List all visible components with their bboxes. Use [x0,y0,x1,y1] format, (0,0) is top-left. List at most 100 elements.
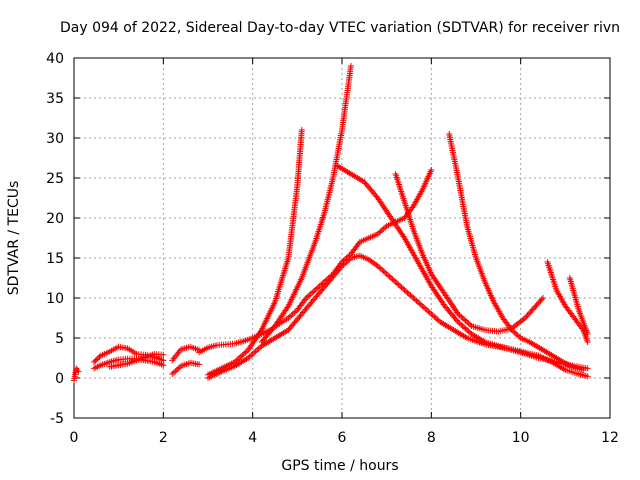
series-s7 [196,167,435,356]
data-point [246,353,253,360]
data-point [92,357,99,364]
data-point [453,317,460,324]
data-point [234,356,241,363]
data-point [169,371,176,377]
data-point [508,327,515,333]
data-point [464,319,471,325]
data-point [420,304,427,311]
data-point [285,315,292,321]
data-point [428,167,435,173]
data-point [382,269,389,276]
data-point [385,272,392,279]
data-point [408,293,415,300]
data-point [93,356,100,363]
x-axis-label: GPS time / hours [281,458,398,474]
data-point [291,309,298,316]
data-point [584,373,591,380]
y-tick-label: 20 [46,211,64,227]
data-point [176,364,183,371]
data-point [240,351,247,357]
data-point [377,228,384,235]
data-point [423,307,430,313]
data-point [298,127,305,133]
data-point [379,267,386,273]
data-point [172,368,179,375]
data-point [249,351,256,357]
series-s9 [205,127,305,378]
data-point [347,63,354,69]
data-point [456,320,463,327]
data-point [525,310,532,317]
data-point [419,303,426,309]
y-tick-label: 15 [46,251,64,267]
data-point [313,285,320,292]
data-point [417,301,424,308]
data-point [464,327,471,333]
data-point [376,264,383,271]
data-point [455,311,462,317]
data-point [173,367,180,373]
chart-title: Day 094 of 2022, Sidereal Day-to-day VTE… [60,20,620,36]
series-s5 [169,343,203,364]
data-point [255,345,262,352]
data-point [337,264,344,271]
y-tick-label: 40 [46,51,64,67]
data-point [392,279,399,285]
data-point [341,260,348,267]
series-s4 [106,351,167,370]
y-tick-label: -5 [50,411,64,427]
data-point [426,309,433,316]
data-point [292,308,299,315]
data-point [422,305,429,312]
data-point [398,284,405,291]
data-point [467,321,474,328]
data-point [397,283,404,289]
data-point [458,321,465,328]
data-point [531,305,538,311]
data-point [374,263,381,269]
data-point [465,320,472,327]
data-point [432,315,439,321]
data-point [346,256,353,263]
data-point [383,271,390,277]
series-s12 [392,171,546,335]
data-point [510,328,517,335]
data-point [303,295,310,301]
x-tick-label: 0 [70,430,79,446]
data-point [416,300,423,307]
data-point [413,297,420,304]
data-point [459,323,466,329]
data-point [377,265,384,272]
data-point [248,352,255,359]
data-point [286,313,293,320]
data-point [534,300,541,307]
data-point [584,331,591,337]
data-point [307,291,314,297]
data-point [529,306,536,313]
data-point [382,224,389,231]
data-point [306,292,313,299]
x-tick-label: 8 [427,430,436,446]
data-point [340,261,347,268]
x-tick-label: 12 [601,430,619,446]
data-point [239,352,246,359]
x-tick-label: 2 [159,430,168,446]
data-point [400,285,407,292]
data-point [435,317,442,324]
data-point [160,362,167,369]
data-point [580,367,587,373]
data-point [406,291,412,297]
data-point [511,329,518,336]
data-point [343,259,350,265]
data-point [245,355,252,361]
data-point [524,312,531,319]
data-point [339,263,345,269]
data-point [376,229,383,236]
data-point [414,299,421,305]
data-point [386,273,393,280]
data-point [379,227,386,233]
data-point [233,357,240,364]
data-point [425,308,432,315]
data-point [461,316,468,323]
y-tick-label: 5 [55,331,64,347]
